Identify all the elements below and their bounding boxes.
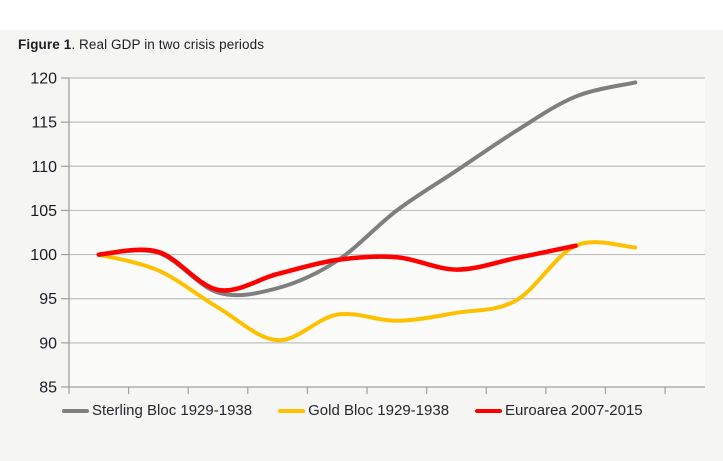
y-axis-label-105: 105 [30, 203, 57, 220]
gdp-line-chart: 85 90 95 100 105 110 115 120 [30, 71, 705, 397]
chart-legend: Sterling Bloc 1929-1938 Gold Bloc 1929-1… [62, 402, 710, 419]
euroarea-line-swatch [475, 408, 503, 413]
legend-label-sterling-bloc: Sterling Bloc 1929-1938 [92, 402, 253, 419]
legend-item-gold-bloc: Gold Bloc 1929-1938 [278, 402, 449, 419]
legend-item-euroarea: Euroarea 2007-2015 [475, 402, 643, 419]
figure-panel: Figure 1. Real GDP in two crisis periods… [0, 30, 723, 461]
figure-title-text: . Real GDP in two crisis periods [71, 37, 265, 52]
y-axis-label-95: 95 [39, 291, 57, 308]
figure-number-label: Figure 1 [18, 37, 72, 52]
figure-title: Figure 1. Real GDP in two crisis periods [18, 37, 264, 52]
legend-label-euroarea: Euroarea 2007-2015 [505, 402, 643, 419]
y-axis-label-90: 90 [39, 335, 57, 352]
y-axis-label-120: 120 [30, 71, 57, 88]
legend-item-sterling-bloc: Sterling Bloc 1929-1938 [62, 402, 252, 419]
y-axis-label-85: 85 [39, 380, 57, 397]
y-axis-label-110: 110 [31, 159, 57, 176]
sterling-bloc-line-swatch [62, 408, 89, 413]
series-line-1 [96, 240, 638, 343]
series-line-2 [96, 243, 578, 293]
gold-bloc-line-swatch [278, 408, 306, 413]
plot-area [69, 78, 705, 387]
legend-label-gold-bloc: Gold Bloc 1929-1938 [308, 402, 450, 419]
y-axis-label-100: 100 [30, 247, 57, 264]
y-axis-label-115: 115 [31, 115, 57, 132]
